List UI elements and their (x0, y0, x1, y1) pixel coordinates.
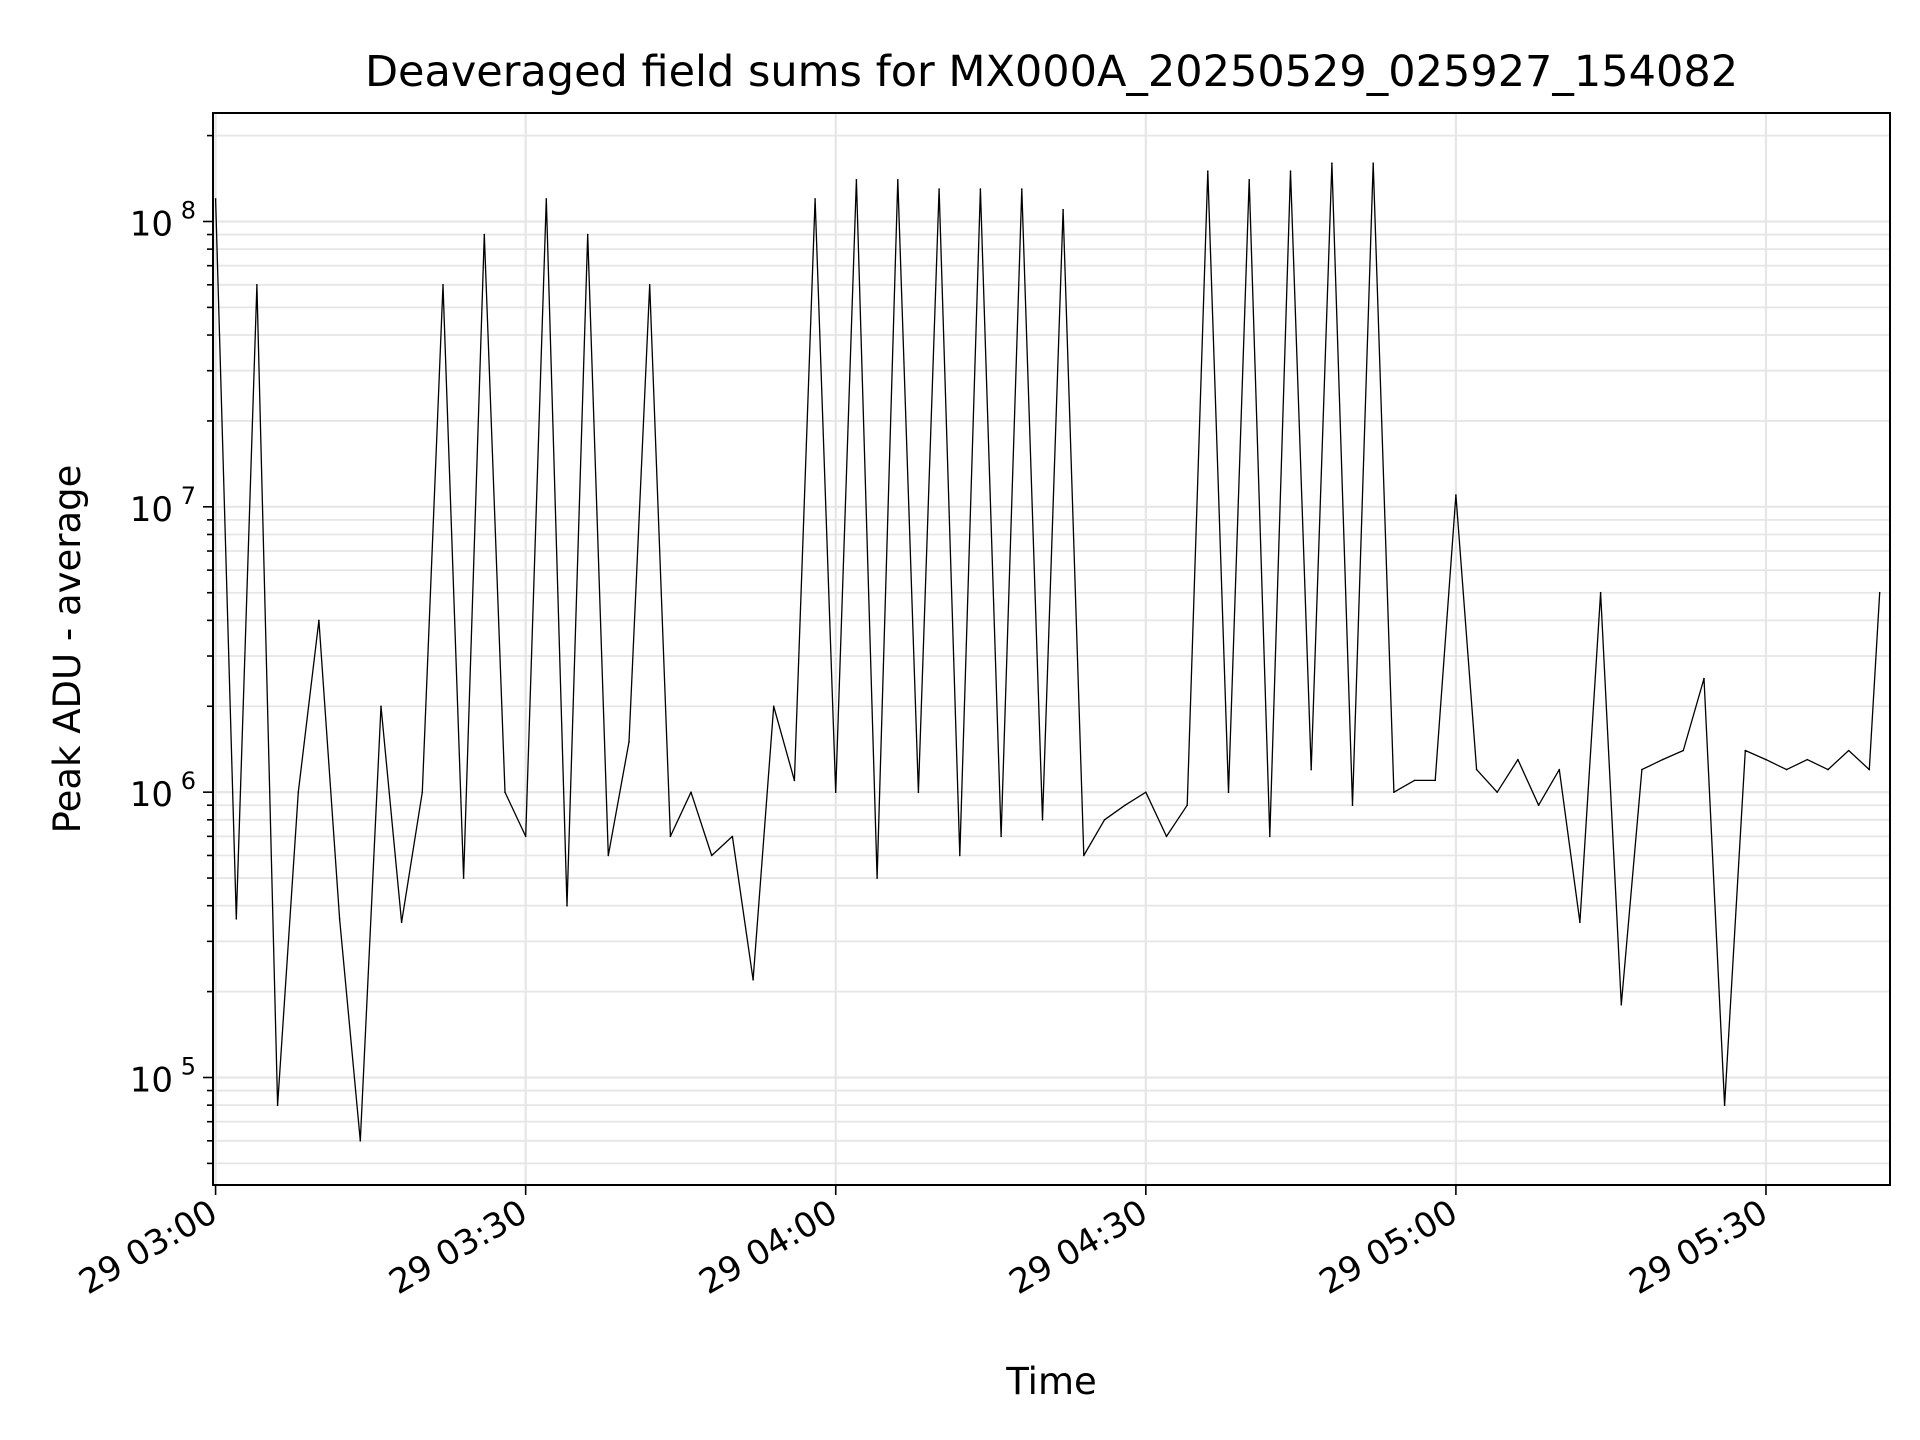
data-point (1145, 791, 1147, 793)
data-point (1517, 758, 1519, 761)
data-point (855, 179, 858, 181)
data-point (566, 904, 568, 907)
data-point (1269, 835, 1271, 838)
data-point (1765, 758, 1767, 761)
data-point (359, 1140, 362, 1142)
y-tick-label: 10 6 (130, 767, 196, 815)
data-point (1124, 804, 1126, 806)
data-point (524, 835, 527, 838)
data-point (276, 1104, 279, 1106)
data-point (793, 779, 796, 782)
data-point (504, 791, 506, 793)
y-tick-label: 10 8 (130, 196, 196, 244)
data-point (1868, 768, 1871, 771)
series-layer (214, 162, 1881, 1142)
data-point (1455, 494, 1457, 496)
data-point (442, 284, 444, 286)
data-point (628, 741, 630, 743)
data-point (1289, 170, 1292, 172)
data-point (318, 619, 320, 622)
data-point (1186, 804, 1188, 806)
data-point (979, 188, 982, 190)
data-point (1785, 768, 1788, 771)
data-point (1806, 758, 1809, 761)
data-point (1723, 1104, 1726, 1106)
data-point (235, 918, 238, 920)
x-axis-label: Time (1005, 1360, 1097, 1403)
data-point (1041, 819, 1044, 821)
data-point (586, 233, 589, 236)
data-point (462, 877, 465, 879)
data-point (1641, 768, 1643, 771)
data-point (1062, 208, 1064, 211)
data-point (400, 921, 403, 924)
data-point (1744, 749, 1747, 752)
data-point (917, 791, 920, 793)
data-point (1475, 768, 1478, 771)
data-point (1331, 162, 1333, 164)
data-point (814, 198, 816, 200)
data-point (1599, 591, 1602, 594)
data-point (1579, 921, 1581, 924)
data-point (338, 918, 341, 920)
data-point (1083, 854, 1085, 857)
data-point (1393, 791, 1395, 793)
data-point (938, 188, 940, 190)
data-point (1661, 758, 1664, 761)
data-point (1310, 768, 1312, 771)
data-point (1248, 179, 1250, 181)
data-point (1413, 779, 1416, 782)
data-point (607, 854, 610, 857)
data-point (731, 835, 734, 838)
data-point (1537, 804, 1540, 806)
data-point (545, 198, 548, 200)
data-point (1434, 779, 1436, 782)
data-point (1227, 791, 1230, 793)
data-point (752, 979, 754, 981)
data-point (669, 835, 672, 838)
y-tick-label: 10 5 (130, 1052, 196, 1100)
data-point (1496, 791, 1498, 793)
data-point (1878, 591, 1881, 594)
data-point (1351, 804, 1354, 806)
data-point (1682, 749, 1685, 752)
data-point (897, 179, 899, 181)
data-point (690, 791, 692, 793)
data-point (297, 791, 300, 793)
grid-lines (213, 113, 1890, 1185)
data-point (1000, 835, 1002, 838)
data-point (1103, 819, 1106, 821)
data-point (1207, 170, 1209, 172)
data-point (710, 854, 713, 857)
data-point (1558, 768, 1561, 771)
y-tick-label: 10 7 (130, 482, 196, 530)
chart-title: Deaveraged field sums for MX000A_2025052… (365, 47, 1738, 97)
data-point (483, 233, 486, 236)
data-line (214, 162, 1881, 1142)
data-point (1703, 677, 1705, 680)
data-point (1165, 835, 1168, 838)
data-point (1847, 749, 1850, 752)
y-axis-label: Peak ADU - average (46, 465, 89, 834)
data-point (876, 877, 878, 879)
data-point (959, 854, 961, 857)
data-point (772, 705, 775, 708)
data-point (834, 791, 837, 793)
plot-frame (212, 112, 1891, 1186)
data-point (1372, 162, 1374, 164)
data-point (380, 705, 382, 708)
data-point (1021, 188, 1023, 190)
data-point (214, 198, 217, 200)
data-point (648, 284, 651, 286)
data-point (256, 284, 258, 286)
data-point (421, 791, 424, 793)
data-point (1827, 768, 1829, 771)
data-point (1620, 1003, 1623, 1006)
